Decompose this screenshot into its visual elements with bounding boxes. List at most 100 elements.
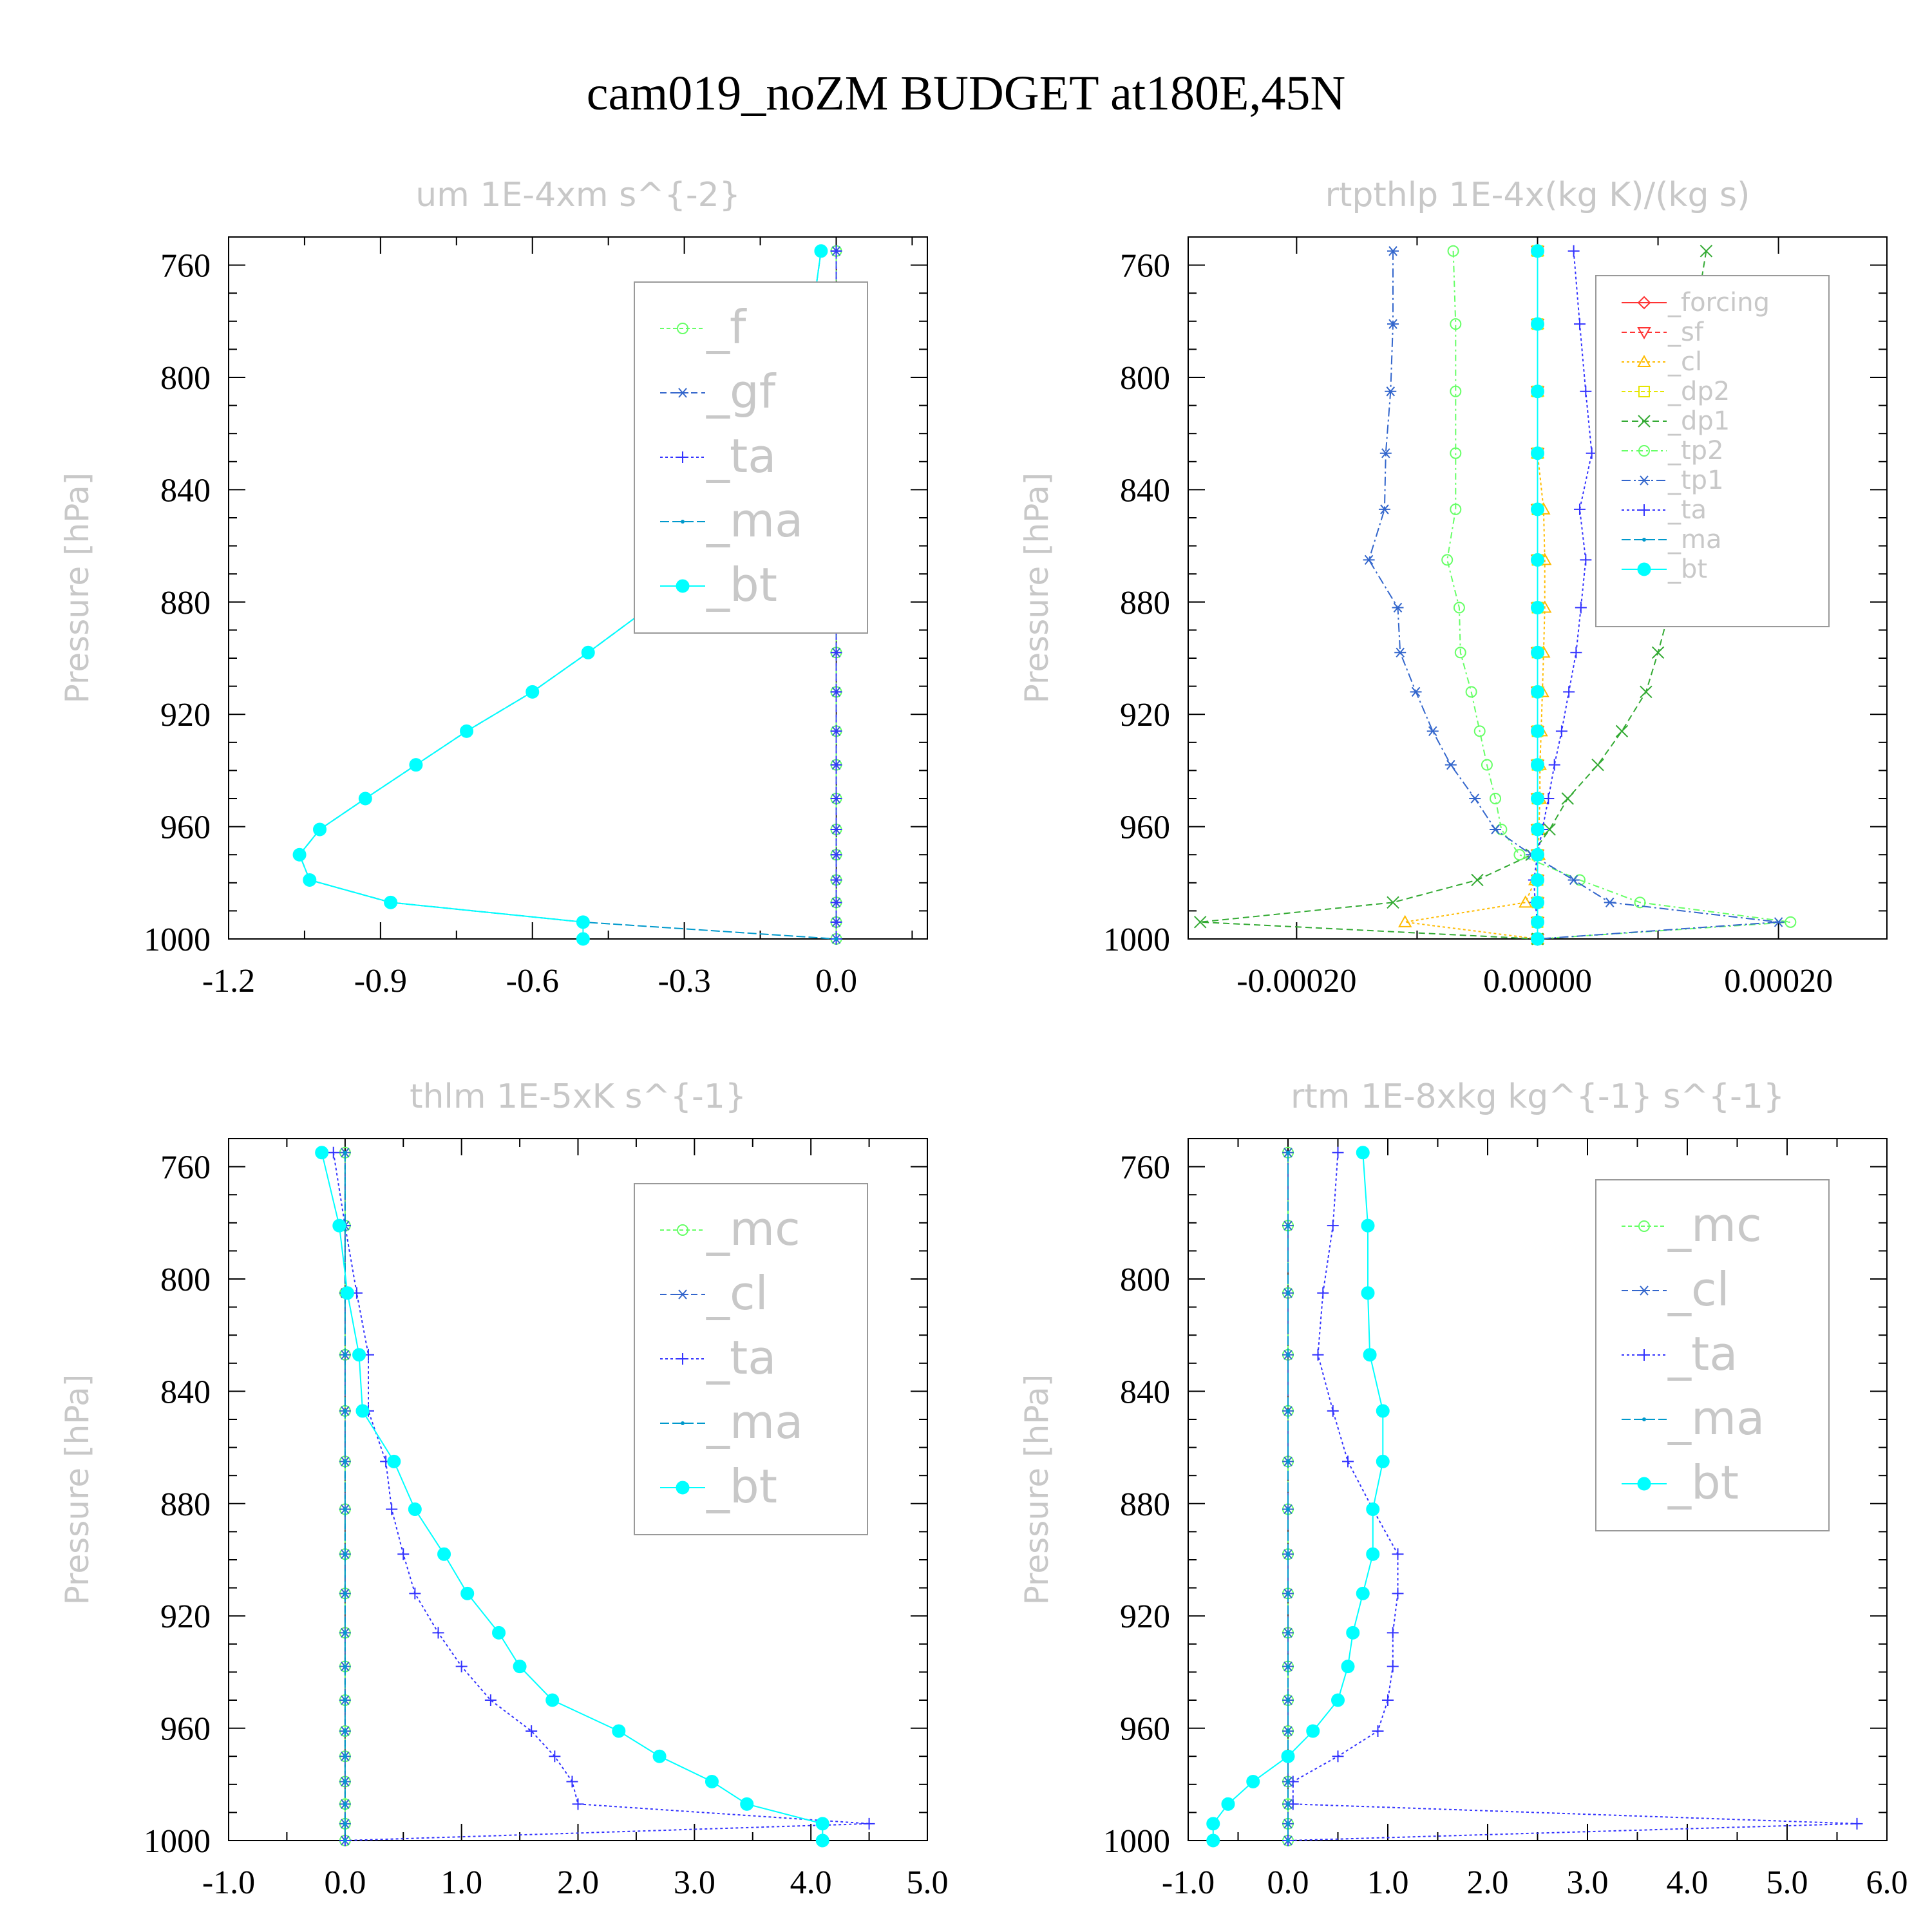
- data-point-bt: [332, 1218, 346, 1233]
- y-tick-label: 840: [160, 1374, 211, 1410]
- data-point-ma: [1286, 1459, 1290, 1464]
- x-tick-label: 0.00020: [1724, 963, 1833, 999]
- y-tick-label: 920: [160, 697, 211, 734]
- data-point-ta: [455, 1660, 468, 1672]
- x-tick-label: 4.0: [790, 1864, 832, 1901]
- data-point-bt: [1363, 1348, 1377, 1362]
- data-point-tp1: [1363, 554, 1375, 565]
- panel-title: um 1E-4xm s^{-2}: [415, 176, 741, 214]
- data-point-ta: [1851, 1817, 1863, 1830]
- legend-marker: [677, 451, 688, 463]
- legend-marker: [1638, 475, 1650, 486]
- data-point-ma: [1286, 1698, 1290, 1702]
- panel-title: thlm 1E-5xK s^{-1}: [410, 1077, 746, 1116]
- data-point-bt: [814, 244, 828, 258]
- chart-panels: um 1E-4xm s^{-2} Pressure [hPa] 760 800 840 8…: [59, 176, 1908, 1901]
- data-point-bt: [1531, 895, 1544, 909]
- legend-marker: [677, 1353, 688, 1365]
- data-point-tp1: [1772, 917, 1785, 927]
- legend-marker: [1638, 1285, 1650, 1296]
- data-point-bt: [315, 1146, 329, 1160]
- data-point-ma: [343, 1631, 347, 1635]
- chart-panel-2: rtpthlp 1E-4x(kg K)/(kg s) Pressure [hPa]…: [1018, 176, 1888, 999]
- data-point-bt: [576, 932, 590, 946]
- series-group: [1194, 243, 1797, 947]
- data-point-bt: [545, 1693, 560, 1707]
- data-point-bt: [1361, 1286, 1375, 1300]
- data-point-tp2: [1454, 647, 1466, 659]
- legend-label: _ta: [706, 429, 776, 483]
- data-point-ma: [343, 1754, 347, 1759]
- x-tick-label: -1.0: [1162, 1864, 1215, 1901]
- data-point-bt: [384, 895, 398, 909]
- data-point-bt: [1331, 1693, 1345, 1707]
- data-point-bt: [652, 1749, 667, 1763]
- data-point-tp1: [1444, 760, 1457, 770]
- data-point-bt: [815, 1833, 829, 1848]
- x-tick-label: 1.0: [440, 1864, 482, 1901]
- x-tick-label: 6.0: [1866, 1864, 1908, 1901]
- data-point-ta: [1392, 1548, 1404, 1560]
- data-point-tp1: [1410, 687, 1422, 697]
- data-point-ta: [1387, 1660, 1399, 1672]
- data-point-bt: [1206, 1817, 1220, 1831]
- legend: _mc _cl _ta _ma _bt: [1595, 1179, 1830, 1531]
- data-point-tp1: [1385, 386, 1397, 397]
- data-point-ta: [1392, 1587, 1404, 1600]
- data-point-bt: [526, 685, 540, 699]
- data-point-tp1: [1392, 602, 1404, 613]
- data-point-ta: [549, 1750, 561, 1763]
- legend-marker: [1637, 354, 1651, 367]
- legend-marker: [1637, 296, 1651, 310]
- data-point-ma: [343, 1591, 347, 1596]
- x-tick-label: 3.0: [1567, 1864, 1609, 1901]
- data-point-ta: [526, 1725, 538, 1737]
- data-point-ma: [1286, 1631, 1290, 1635]
- y-tick-label: 1000: [144, 1823, 211, 1860]
- data-point-ma: [1286, 1291, 1290, 1295]
- x-tick-label: 5.0: [907, 1864, 949, 1901]
- legend-label: _ta: [706, 1331, 776, 1385]
- data-point-dp1: [1471, 873, 1484, 887]
- legend-marker: [1638, 445, 1650, 457]
- legend-label: _ta: [1667, 495, 1707, 525]
- legend-marker: [677, 1224, 688, 1236]
- data-point-dp1: [1640, 685, 1653, 699]
- data-point-ta: [830, 245, 842, 257]
- data-point-ma: [343, 1507, 347, 1511]
- panel-title: rtm 1E-8xkg kg^{-1} s^{-1}: [1291, 1077, 1785, 1116]
- data-point-tp2: [1513, 849, 1526, 861]
- data-point-ma: [343, 1552, 347, 1557]
- legend-label: _ta: [1667, 1327, 1738, 1381]
- data-point-ma: [343, 1779, 347, 1784]
- x-tick-label: -0.9: [354, 963, 407, 999]
- legend: _f _gf _ta _ma _bt: [634, 281, 868, 634]
- data-point-ma: [1286, 1224, 1290, 1228]
- data-point-ma: [343, 1150, 347, 1155]
- legend-marker: [677, 323, 688, 334]
- legend-label: _ma: [706, 1395, 803, 1449]
- y-tick-label: 1000: [144, 922, 211, 958]
- legend-marker: [677, 388, 688, 398]
- legend: _forcing_sf_cl_dp2_dp1_tp2_tp1_ta_ma_bt: [1595, 275, 1830, 627]
- legend-label: _ma: [1667, 525, 1721, 554]
- data-point-bt: [408, 1502, 422, 1517]
- y-axis-label: Pressure [hPa]: [1018, 473, 1056, 704]
- series-group: [315, 1146, 875, 1848]
- data-point-ma: [1286, 1802, 1290, 1806]
- data-point-dp1: [1194, 916, 1207, 929]
- y-tick-label: 760: [160, 1150, 211, 1186]
- y-tick-label: 920: [160, 1598, 211, 1635]
- x-tick-label: -1.0: [202, 1864, 255, 1901]
- data-point-ta: [1327, 1220, 1339, 1232]
- data-point-bt: [581, 645, 595, 659]
- data-point-ta: [1387, 1627, 1399, 1639]
- legend-marker: [1642, 538, 1646, 542]
- data-point-bt: [1531, 758, 1544, 772]
- data-point-ta: [386, 1503, 398, 1515]
- legend-label: _f: [706, 300, 747, 354]
- figure-title: cam019_noZM BUDGET at180E,45N: [587, 66, 1346, 120]
- data-point-bt: [1531, 244, 1544, 258]
- data-point-ta: [1580, 385, 1592, 397]
- data-point-ma: [343, 1352, 347, 1357]
